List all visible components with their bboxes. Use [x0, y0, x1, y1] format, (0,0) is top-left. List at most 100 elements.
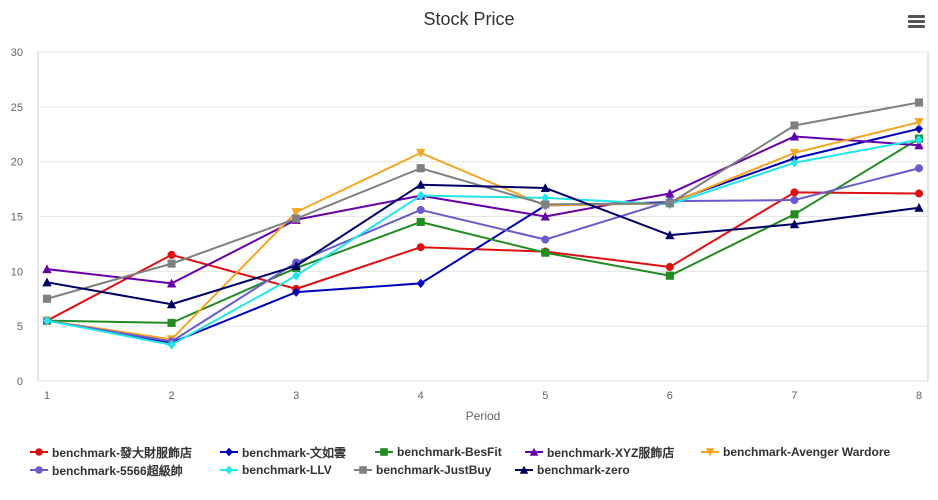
legend-label: benchmark-發大財服飾店 — [52, 445, 193, 460]
series-line — [46, 137, 920, 324]
legend-label: benchmark-5566超級帥 — [52, 463, 183, 478]
series-2[interactable] — [42, 123, 924, 348]
data-point — [790, 157, 799, 168]
series-9[interactable] — [42, 179, 924, 309]
x-tick-label: 1 — [44, 390, 50, 402]
data-point — [292, 270, 301, 281]
legend-item[interactable]: benchmark-Avenger Wardore — [701, 443, 890, 461]
data-point — [167, 340, 176, 350]
series-5[interactable] — [42, 118, 924, 345]
legend-symbol — [220, 447, 238, 457]
data-point — [540, 211, 551, 221]
legend-label: benchmark-LLV — [242, 463, 332, 477]
y-tick-label: 10 — [11, 266, 23, 278]
legend-item[interactable]: benchmark-XYZ服飾店 — [525, 443, 674, 461]
data-point — [291, 261, 301, 270]
y-tick-label: 30 — [11, 47, 23, 59]
legend-symbol — [30, 466, 48, 474]
legend-item[interactable]: benchmark-發大財服飾店 — [30, 443, 192, 461]
data-point — [292, 287, 301, 297]
data-point — [790, 121, 799, 130]
series-line — [46, 138, 920, 346]
data-point — [416, 217, 425, 227]
hamburger-menu-icon-bar — [908, 20, 925, 23]
legend-label: benchmark-文如雲 — [242, 445, 347, 460]
data-point — [167, 259, 176, 268]
legend-symbol — [30, 448, 48, 456]
data-point — [415, 179, 426, 189]
hamburger-menu-icon-bar — [908, 25, 925, 28]
data-point — [789, 131, 800, 141]
data-point — [665, 271, 674, 280]
data-point — [914, 98, 924, 107]
data-point — [166, 299, 177, 309]
data-point — [42, 315, 52, 326]
legend-symbol — [701, 448, 719, 457]
y-tick-label: 25 — [11, 102, 23, 114]
legend-label: benchmark-XYZ服飾店 — [547, 445, 675, 460]
data-point — [789, 219, 800, 229]
legend-item[interactable]: benchmark-文如雲 — [220, 443, 346, 461]
legend-item[interactable]: benchmark-BesFit — [375, 443, 502, 461]
data-point — [541, 248, 550, 257]
data-point — [167, 318, 176, 327]
data-point — [790, 188, 799, 197]
x-axis-ticks: 1 2 3 4 5 6 7 8 — [44, 390, 922, 402]
data-point — [789, 148, 800, 158]
data-point — [42, 294, 52, 303]
legend-symbol — [525, 447, 543, 456]
data-point — [541, 235, 550, 244]
data-point — [914, 202, 924, 212]
legend-symbol — [375, 448, 393, 456]
data-point — [416, 278, 425, 289]
legend-item[interactable]: benchmark-5566超級帥 — [30, 461, 183, 479]
data-point — [790, 210, 799, 219]
legend-item[interactable]: benchmark-JustBuy — [354, 461, 491, 479]
x-tick-label: 5 — [542, 390, 548, 402]
series-line — [46, 121, 920, 341]
legend-label: benchmark-BesFit — [397, 445, 502, 459]
x-tick-label: 2 — [169, 390, 175, 402]
x-tick-label: 8 — [916, 390, 922, 402]
data-point — [167, 250, 176, 259]
x-tick-label: 6 — [667, 390, 673, 402]
data-point — [540, 183, 551, 193]
data-point — [790, 196, 799, 205]
y-tick-label: 0 — [17, 376, 23, 388]
chart-menu-button[interactable] — [904, 10, 930, 34]
data-point — [914, 164, 924, 173]
series-7[interactable] — [42, 134, 924, 350]
data-point — [541, 200, 550, 209]
hamburger-menu-icon-bar — [908, 15, 925, 18]
data-point — [665, 262, 674, 271]
series-line — [46, 191, 920, 322]
data-point — [416, 243, 425, 252]
series-layer — [42, 98, 924, 350]
data-point — [665, 199, 674, 208]
series-line — [46, 167, 920, 343]
legend-label: benchmark-Avenger Wardore — [723, 445, 891, 459]
x-tick-label: 7 — [791, 390, 797, 402]
data-point — [291, 208, 301, 217]
data-point — [914, 140, 924, 150]
legend-item[interactable]: benchmark-zero — [515, 461, 630, 479]
y-axis-ticks: 0 5 10 15 20 25 30 — [11, 47, 23, 388]
data-point — [914, 189, 924, 198]
data-point — [42, 264, 52, 274]
series-line — [46, 135, 920, 285]
data-point — [42, 277, 52, 287]
data-point — [914, 134, 924, 145]
data-point — [914, 118, 924, 128]
data-point — [292, 214, 301, 223]
legend-label: benchmark-JustBuy — [376, 463, 492, 477]
y-tick-label: 15 — [11, 212, 23, 224]
legend-symbol — [354, 466, 372, 474]
legend-symbol — [220, 465, 238, 475]
data-point — [416, 190, 425, 201]
x-tick-label: 4 — [418, 390, 424, 402]
chart-title: Stock Price — [423, 9, 514, 29]
data-point — [665, 230, 675, 240]
data-point — [416, 205, 425, 214]
data-point — [914, 123, 924, 134]
legend-item[interactable]: benchmark-LLV — [220, 461, 332, 479]
